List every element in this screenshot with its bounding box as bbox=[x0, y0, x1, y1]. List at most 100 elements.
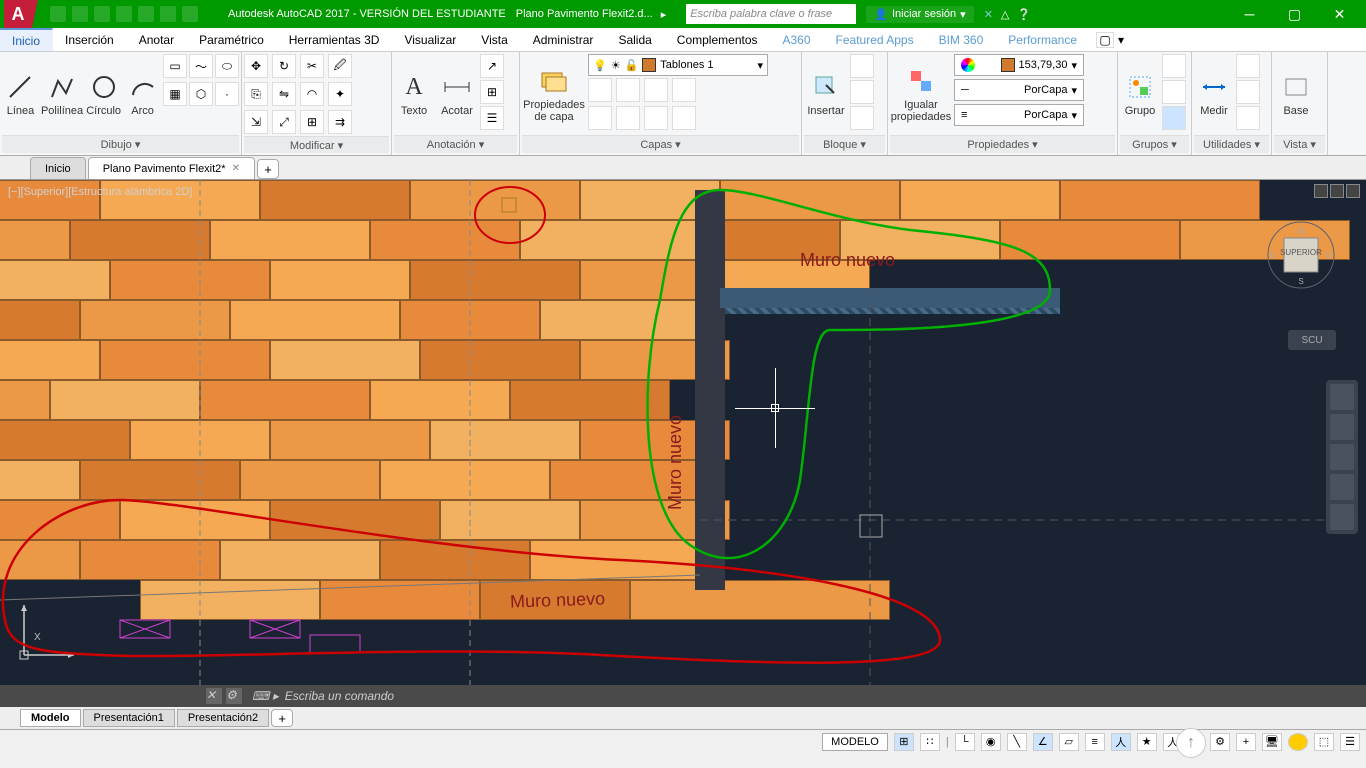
vp-close-icon[interactable] bbox=[1346, 184, 1360, 198]
vp-max-icon[interactable] bbox=[1330, 184, 1344, 198]
cmd-close-icon[interactable]: ✕ bbox=[206, 688, 222, 704]
mtext-icon[interactable]: ☰ bbox=[480, 106, 504, 130]
paste-icon[interactable] bbox=[1236, 106, 1260, 130]
insertar-button[interactable]: Insertar bbox=[804, 54, 848, 134]
explode-icon[interactable]: ✦ bbox=[328, 82, 352, 106]
group-edit-icon[interactable] bbox=[1162, 80, 1186, 104]
arco-button[interactable]: Arco bbox=[124, 54, 161, 134]
ribbon-collapse-icon[interactable]: ▢ bbox=[1096, 32, 1114, 48]
close-tab-icon[interactable]: ✕ bbox=[232, 163, 240, 174]
tab-presentacion2[interactable]: Presentación2 bbox=[177, 709, 269, 727]
dyn-icon[interactable]: 人 bbox=[1111, 733, 1131, 751]
medir-button[interactable]: Medir bbox=[1194, 54, 1234, 134]
layer-uniso-icon[interactable] bbox=[644, 106, 668, 130]
point-icon[interactable]: · bbox=[215, 82, 239, 106]
ellipse-icon[interactable]: ⬭ bbox=[215, 54, 239, 78]
gear-icon[interactable]: ⚙ bbox=[1210, 733, 1230, 751]
fillet-icon[interactable]: ◠ bbox=[300, 82, 324, 106]
add-layout-button[interactable]: + bbox=[271, 709, 293, 727]
block-attr-icon[interactable] bbox=[850, 106, 874, 130]
array-icon[interactable]: ⊞ bbox=[300, 110, 324, 134]
viewcube[interactable]: N S E O SUPERIOR bbox=[1266, 220, 1336, 290]
grupo-button[interactable]: Grupo bbox=[1120, 54, 1160, 134]
nav-zoom-icon[interactable] bbox=[1330, 444, 1354, 470]
menu-icon[interactable]: ☰ bbox=[1340, 733, 1360, 751]
close-button[interactable]: ✕ bbox=[1317, 0, 1362, 28]
tab-administrar[interactable]: Administrar bbox=[521, 28, 607, 51]
block-edit-icon[interactable] bbox=[850, 80, 874, 104]
offset-icon[interactable]: ⇉ bbox=[328, 110, 352, 134]
tab-bim360[interactable]: BIM 360 bbox=[927, 28, 997, 51]
table-icon[interactable]: ⊞ bbox=[480, 80, 504, 104]
stretch-icon[interactable]: ⇲ bbox=[244, 110, 268, 134]
model-badge[interactable]: MODELO bbox=[822, 733, 888, 751]
viewport-label[interactable]: [−][Superior][Estructura alámbrica 2D] bbox=[8, 186, 192, 198]
panel-title-modificar[interactable]: Modificar ▾ bbox=[244, 136, 389, 153]
qat-redo-icon[interactable] bbox=[182, 6, 198, 22]
tab-insercion[interactable]: Inserción bbox=[53, 28, 127, 51]
spline-icon[interactable]: ～ bbox=[189, 54, 213, 78]
propiedades-capa-button[interactable]: Propiedades de capa bbox=[522, 54, 586, 134]
layer-freeze-icon[interactable] bbox=[616, 78, 640, 102]
ungroup-icon[interactable] bbox=[1162, 54, 1186, 78]
move-icon[interactable]: ✥ bbox=[244, 54, 268, 78]
custom-icon[interactable]: ⬚ bbox=[1314, 733, 1334, 751]
scale-icon[interactable]: ⤢ bbox=[272, 110, 296, 134]
file-tab-inicio[interactable]: Inicio bbox=[30, 157, 86, 179]
file-tab-doc[interactable]: Plano Pavimento Flexit2*✕ bbox=[88, 157, 255, 179]
block-create-icon[interactable] bbox=[850, 54, 874, 78]
tab-salida[interactable]: Salida bbox=[606, 28, 664, 51]
hatch-icon[interactable]: ▦ bbox=[163, 82, 187, 106]
layer-prev-icon[interactable] bbox=[616, 106, 640, 130]
tab-complementos[interactable]: Complementos bbox=[665, 28, 771, 51]
panel-title-grupos[interactable]: Grupos ▾ bbox=[1120, 135, 1189, 153]
mirror-icon[interactable]: ⇋ bbox=[272, 82, 296, 106]
search-input[interactable]: Escriba palabra clave o frase bbox=[686, 4, 856, 24]
layer-iso-icon[interactable] bbox=[588, 78, 612, 102]
app-logo[interactable]: A bbox=[4, 0, 32, 28]
nav-showmotion-icon[interactable] bbox=[1330, 504, 1354, 530]
login-button[interactable]: 👤 Iniciar sesión ▾ bbox=[866, 6, 973, 23]
nav-bar[interactable] bbox=[1326, 380, 1358, 534]
polar-icon[interactable]: ◉ bbox=[981, 733, 1001, 751]
select-icon[interactable] bbox=[1236, 54, 1260, 78]
ucs-icon[interactable]: X bbox=[14, 595, 84, 665]
cloud-icon[interactable]: △ bbox=[1001, 8, 1009, 21]
panel-title-anotacion[interactable]: Anotación ▾ bbox=[394, 135, 517, 153]
title-chevron-icon[interactable]: ▸ bbox=[661, 8, 667, 21]
calc-icon[interactable] bbox=[1236, 80, 1260, 104]
linetype-select[interactable]: ─PorCapa▾ bbox=[954, 79, 1084, 101]
qp-icon[interactable]: ★ bbox=[1137, 733, 1157, 751]
base-button[interactable]: Base bbox=[1274, 54, 1318, 134]
help-icon[interactable]: ❔ bbox=[1017, 8, 1031, 21]
maximize-button[interactable]: ▢ bbox=[1272, 0, 1317, 28]
texto-button[interactable]: ATexto bbox=[394, 54, 434, 134]
trim-icon[interactable]: ✂ bbox=[300, 54, 324, 78]
panel-title-utilidades[interactable]: Utilidades ▾ bbox=[1194, 135, 1269, 153]
group-sel-icon[interactable] bbox=[1162, 106, 1186, 130]
panel-title-capas[interactable]: Capas ▾ bbox=[522, 135, 799, 153]
erase-icon[interactable]: 🖉 bbox=[328, 54, 352, 78]
grid-icon[interactable]: ⊞ bbox=[894, 733, 914, 751]
tab-a360[interactable]: A360 bbox=[771, 28, 824, 51]
panel-title-dibujo[interactable]: Dibujo ▾ bbox=[2, 135, 239, 153]
monitor-icon[interactable]: 🖥 bbox=[1262, 733, 1282, 751]
leader-icon[interactable]: ↗ bbox=[480, 54, 504, 78]
polilinea-button[interactable]: Polilínea bbox=[41, 54, 83, 134]
nav-wheel-icon[interactable] bbox=[1330, 384, 1354, 410]
cmd-tool-icon[interactable]: ⚙ bbox=[226, 688, 242, 704]
command-line[interactable]: ✕ ⚙ ⌨ ▸ Escriba un comando bbox=[0, 685, 1366, 707]
vp-min-icon[interactable] bbox=[1314, 184, 1328, 198]
qat-new-icon[interactable] bbox=[50, 6, 66, 22]
tab-featured[interactable]: Featured Apps bbox=[824, 28, 927, 51]
exchange-icon[interactable]: ✕ bbox=[984, 8, 993, 21]
qat-undo-icon[interactable] bbox=[160, 6, 176, 22]
tab-anotar[interactable]: Anotar bbox=[127, 28, 187, 51]
snap-icon[interactable]: ∷ bbox=[920, 733, 940, 751]
iso-icon[interactable]: ╲ bbox=[1007, 733, 1027, 751]
otrack-icon[interactable]: ▱ bbox=[1059, 733, 1079, 751]
tab-vista[interactable]: Vista bbox=[469, 28, 520, 51]
panel-title-propiedades[interactable]: Propiedades ▾ bbox=[890, 135, 1115, 153]
tab-presentacion1[interactable]: Presentación1 bbox=[83, 709, 175, 727]
osnap-icon[interactable]: ∠ bbox=[1033, 733, 1053, 751]
